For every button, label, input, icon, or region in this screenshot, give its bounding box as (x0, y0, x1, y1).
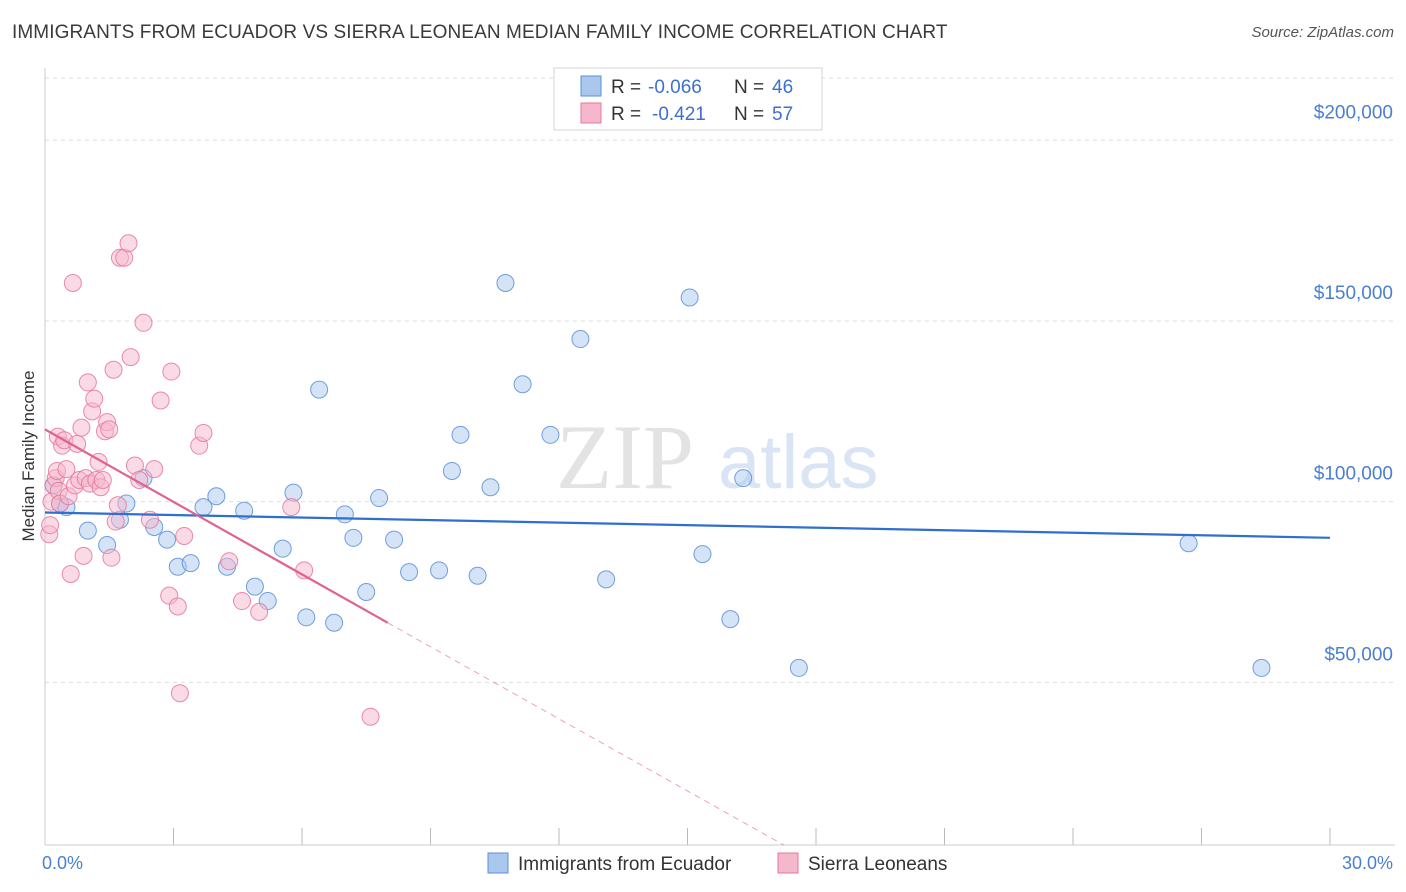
sierra-leone-point (85, 389, 104, 408)
legend-n-value-2: 57 (772, 104, 793, 125)
sierra-leone-point (57, 460, 76, 479)
legend-r-label-1: R = (611, 77, 641, 98)
ecuador-point (357, 583, 376, 602)
series-legend-swatch-ecuador (487, 852, 509, 874)
sierra-leone-point (108, 496, 127, 515)
sierra-leone-point (93, 470, 112, 489)
sierra-leone-point (162, 362, 181, 381)
ecuador-point (400, 563, 419, 582)
axes (44, 68, 1395, 846)
y-tick-label: $150,000 (1314, 283, 1393, 304)
sierra-leone-point (145, 460, 164, 479)
sierra-leone-point (175, 527, 194, 546)
sierra-leone-point (121, 348, 140, 367)
sierra-leone-point (220, 552, 239, 571)
ecuador-point (789, 658, 808, 677)
sierra-leone-point (170, 684, 189, 703)
ecuador-point (207, 487, 226, 506)
y-tick-label: $100,000 (1314, 464, 1393, 485)
ecuador-point (513, 375, 532, 394)
ecuador-point (496, 274, 515, 293)
x-tick-label-end: 30.0% (1342, 853, 1393, 873)
ecuador-point (385, 530, 404, 549)
sierra-leone-point (72, 418, 91, 437)
sierra-leone-point (282, 498, 301, 517)
chart-source: Source: ZipAtlas.com (1251, 24, 1394, 41)
sierra-leone-point (63, 274, 82, 293)
series-legend-swatch-sierra-leone (777, 852, 799, 874)
sierra-leone-point (100, 420, 119, 439)
y-tick-labels: $50,000 $100,000 $150,000 $200,000 (1314, 102, 1393, 665)
ecuador-point (541, 425, 560, 444)
ecuador-point (273, 539, 292, 558)
series-legend: Immigrants from Ecuador Sierra Leoneans (487, 852, 947, 875)
sierra-leone-point (151, 391, 170, 410)
ecuador-point (468, 566, 487, 585)
stats-legend: R = -0.066 N = 46 R = -0.421 N = 57 (553, 67, 823, 131)
legend-n-value-1: 46 (772, 77, 793, 98)
sierra-leone-point (250, 602, 269, 621)
ecuador-point (571, 330, 590, 349)
sierra-leone-trend-extension (387, 622, 785, 846)
sierra-leone-point (134, 313, 153, 332)
ecuador-point (344, 528, 363, 547)
ecuador-point (1252, 658, 1271, 677)
series-legend-label-ecuador: Immigrants from Ecuador (518, 854, 732, 875)
ecuador-point (1179, 534, 1198, 553)
ecuador-point (235, 501, 254, 520)
legend-swatch-pink (580, 102, 602, 124)
chart-title: IMMIGRANTS FROM ECUADOR VS SIERRA LEONEA… (12, 22, 948, 43)
watermark-zip: ZIP (556, 406, 694, 508)
sierra-leone-point (61, 564, 80, 583)
sierra-leone-point (233, 592, 252, 611)
sierra-leone-point (194, 424, 213, 443)
sierra-leone-point (119, 234, 138, 253)
watermark-atlas: atlas (718, 420, 879, 505)
y-tick-label: $200,000 (1314, 102, 1393, 123)
sierra-leone-point (168, 597, 187, 616)
sierra-leone-point (361, 707, 380, 726)
ecuador-point (442, 461, 461, 480)
ecuador-point (297, 608, 316, 627)
x-tick-label-start: 0.0% (42, 853, 83, 873)
ecuador-point (325, 613, 344, 632)
ecuador-point (158, 530, 177, 549)
ecuador-point (370, 489, 389, 508)
zipatlas-watermark: ZIP atlas (556, 406, 879, 508)
ecuador-point (451, 425, 470, 444)
sierra-leone-point (74, 546, 93, 565)
y-tick-label: $50,000 (1324, 644, 1393, 665)
trend-lines (44, 428, 1331, 846)
legend-n-label-2: N = (734, 104, 764, 125)
ecuador-point (430, 561, 449, 580)
ecuador-point (78, 521, 97, 540)
ecuador-point (181, 554, 200, 573)
sierra-leone-point (78, 373, 97, 392)
ecuador-point (597, 570, 616, 589)
ecuador-point (310, 380, 329, 399)
ecuador-point (680, 288, 699, 307)
ecuador-point (481, 478, 500, 497)
ecuador-point (693, 545, 712, 564)
ecuador-point (245, 577, 264, 596)
y-axis-label: Median Family Income (19, 370, 38, 541)
series-legend-label-sierra-leone: Sierra Leoneans (808, 854, 947, 875)
legend-r-value-1: -0.066 (648, 77, 702, 98)
sierra-leone-point (102, 548, 121, 567)
legend-n-label-1: N = (734, 77, 764, 98)
ecuador-point (734, 469, 753, 488)
legend-r-value-2: -0.421 (652, 104, 706, 125)
sierra-leone-point (41, 516, 60, 535)
ecuador-point (335, 505, 354, 524)
legend-swatch-blue (580, 75, 602, 97)
sierra-leone-point (104, 360, 123, 379)
sierra-leone-trend-line (44, 428, 389, 624)
sierra-leone-point (106, 512, 125, 531)
ecuador-point (721, 610, 740, 629)
legend-r-label-2: R = (611, 104, 641, 125)
data-points (40, 234, 1271, 726)
ecuador-trend-line (44, 511, 1331, 539)
